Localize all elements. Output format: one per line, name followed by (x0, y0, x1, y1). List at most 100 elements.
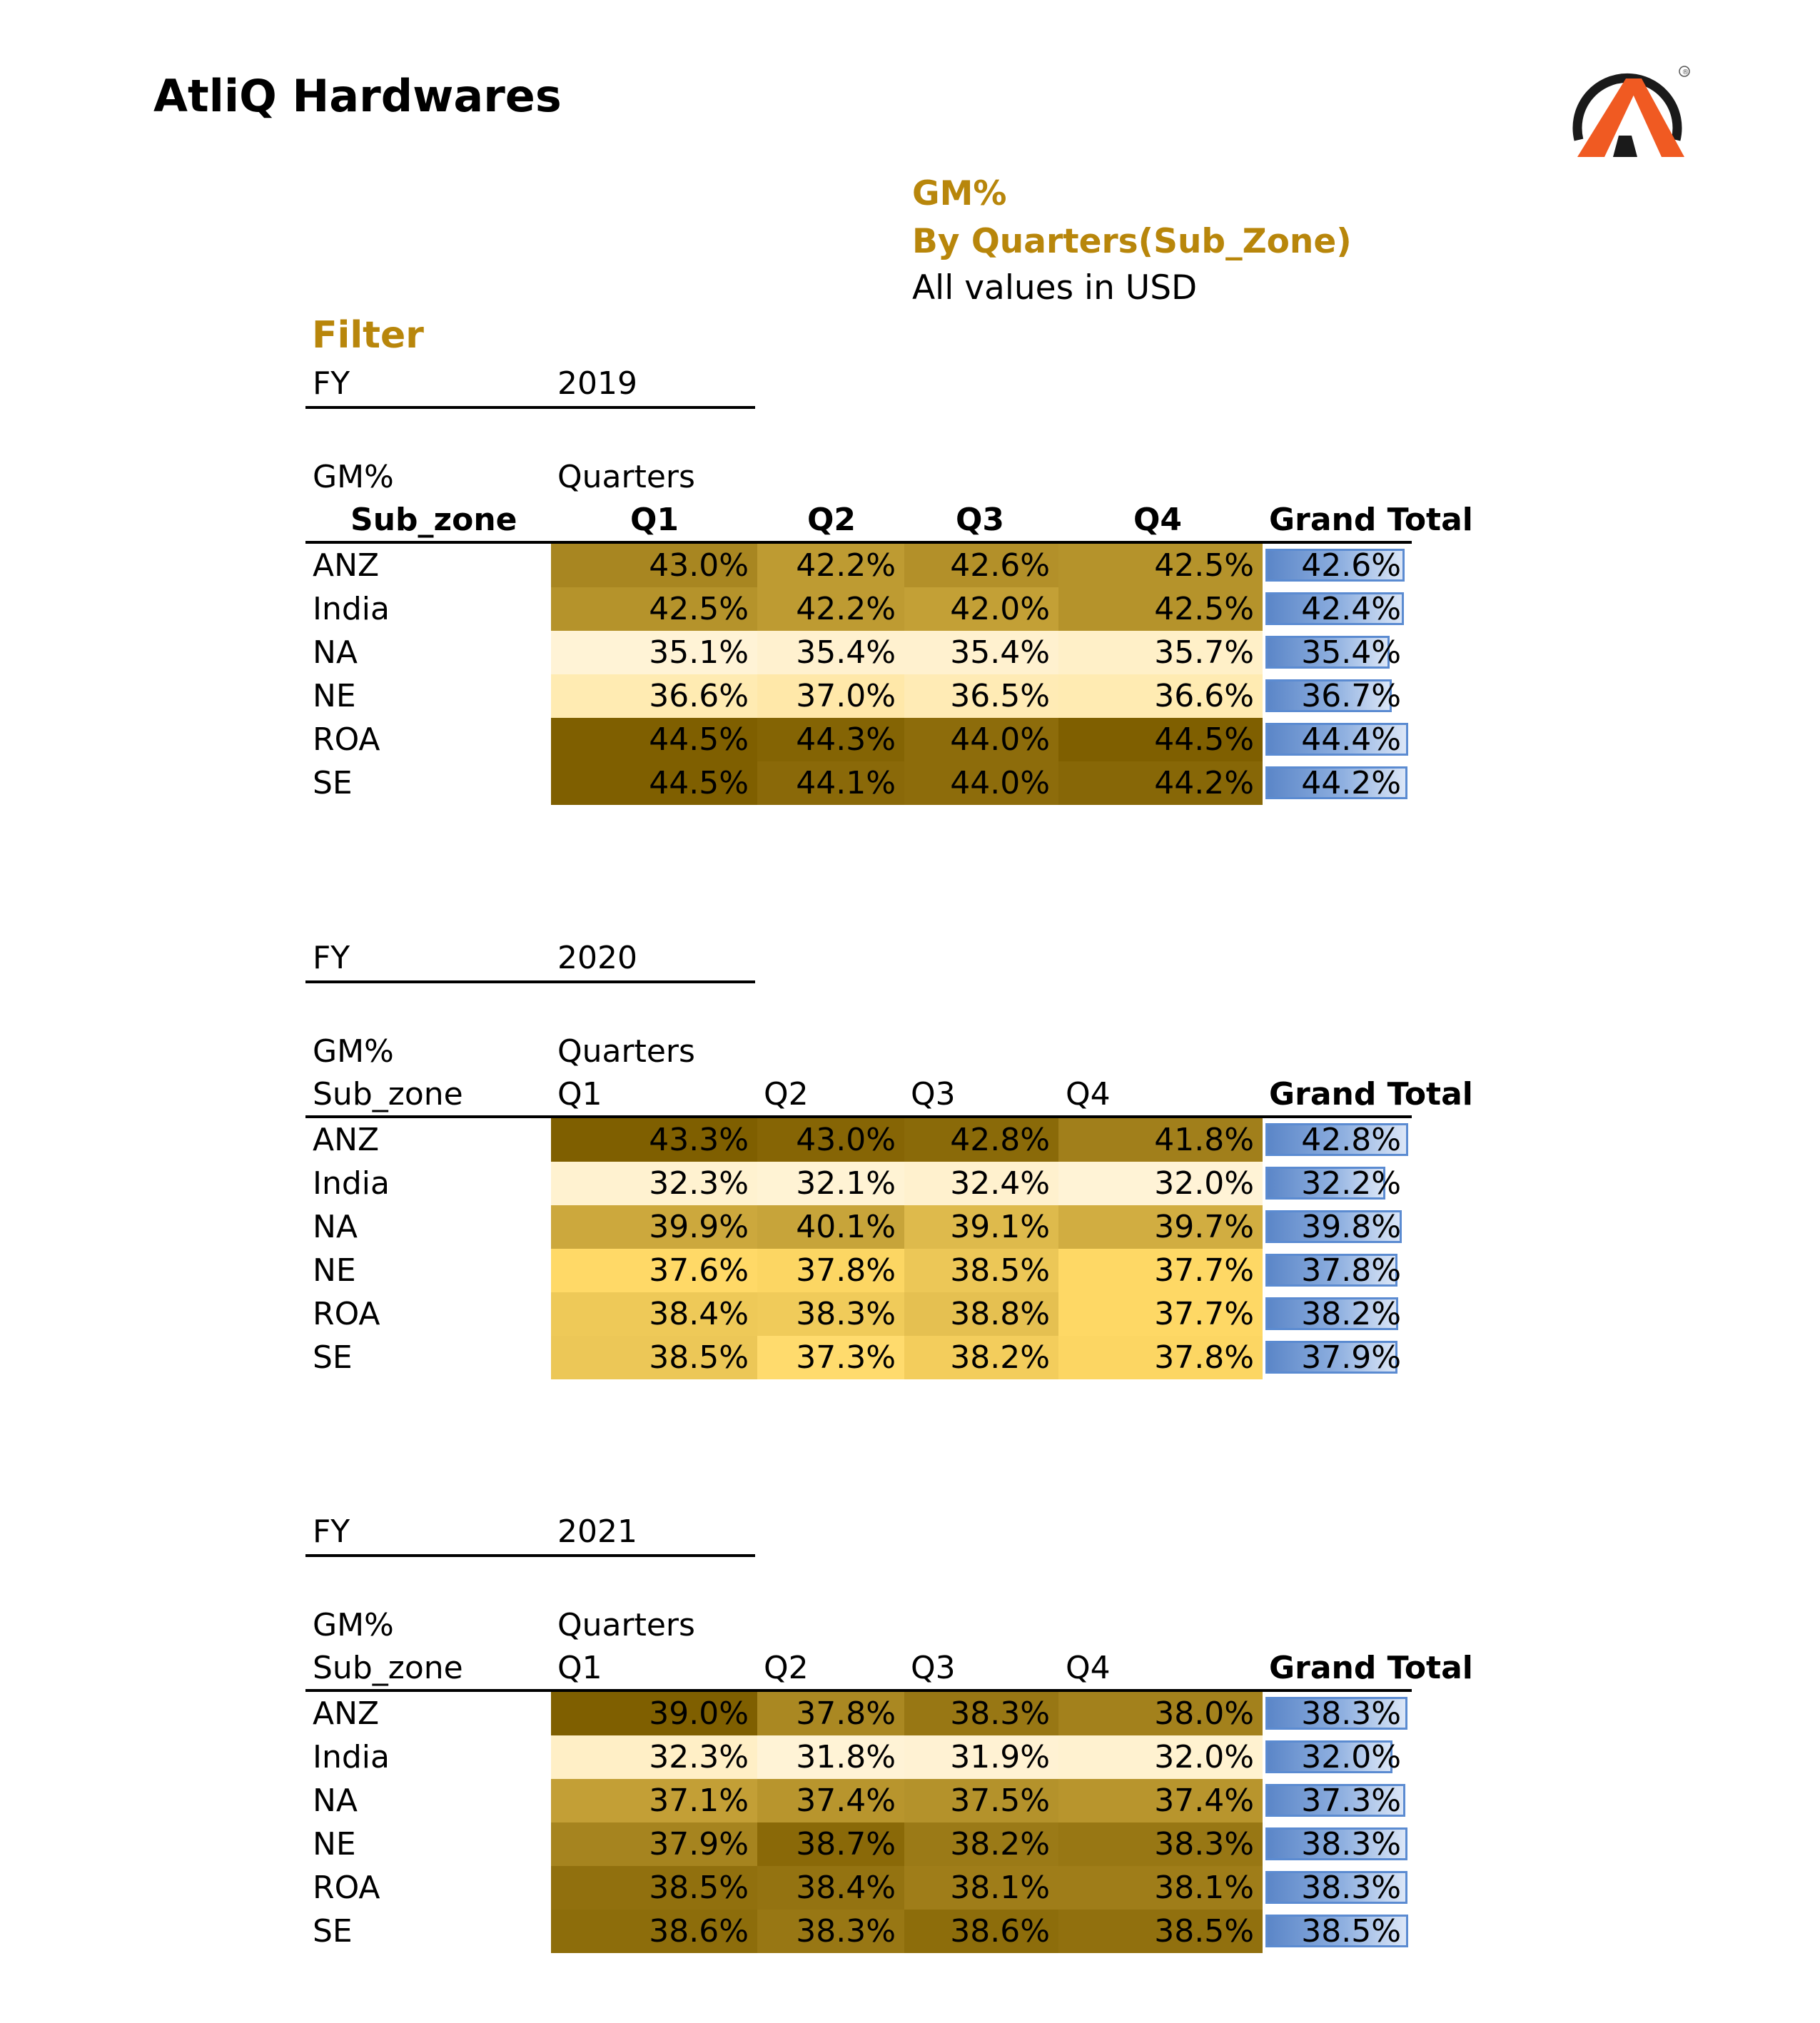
fy-value[interactable]: 2020 (557, 940, 637, 976)
grand-total-databar (1265, 679, 1392, 712)
measure-label: GM% (313, 1033, 394, 1070)
gm-cell-q1: 38.5% (551, 1336, 757, 1379)
gm-cell-q2: 38.3% (757, 1910, 904, 1953)
pivot-column-header: Sub_zone Q1 Q2 Q3 Q4 Grand Total (305, 498, 1473, 544)
grand-total-cell: 37.3% (1263, 1779, 1412, 1822)
gm-cell-q2: 37.4% (757, 1779, 904, 1822)
sub-zone-label: ROA (313, 1870, 380, 1906)
gm-cell-q1: 42.5% (551, 587, 757, 631)
table-row: NE 37.6% 37.8% 38.5% 37.7% 37.8% (305, 1249, 1456, 1292)
column-header-q3: Q3 (911, 1076, 956, 1112)
gm-cell-q3: 42.0% (904, 587, 1058, 631)
table-row: SE 44.5% 44.1% 44.0% 44.2% 44.2% (305, 761, 1456, 805)
table-row: ROA 44.5% 44.3% 44.0% 44.5% 44.4% (305, 718, 1456, 761)
gm-cell-q2: 40.1% (757, 1205, 904, 1249)
gm-cell-q4: 38.3% (1058, 1822, 1263, 1866)
gm-cell-q4: 44.5% (1058, 718, 1263, 761)
company-name: AtliQ Hardwares (153, 70, 562, 122)
column-header-q4: Q4 (1066, 1650, 1111, 1686)
sub-zone-label: NA (313, 634, 358, 671)
gm-cell-q2: 42.2% (757, 587, 904, 631)
gm-cell-q2: 32.1% (757, 1162, 904, 1205)
grand-total-databar (1265, 1871, 1407, 1904)
table-row: SE 38.5% 37.3% 38.2% 37.8% 37.9% (305, 1336, 1456, 1379)
grand-total-databar (1265, 1123, 1408, 1156)
row-field-label[interactable]: Sub_zone (313, 1650, 463, 1686)
fy-label: FY (313, 365, 350, 402)
grand-total-cell: 38.3% (1263, 1866, 1412, 1910)
fy-filter-row: FY 2019 (305, 359, 755, 409)
sub-zone-label: ROA (313, 721, 380, 758)
gm-cell-q3: 42.6% (904, 544, 1058, 587)
fy-value[interactable]: 2021 (557, 1514, 637, 1550)
fy-block-2020: FY 2020 GM% Quarters Sub_zone Q1 Q2 Q3 Q4 Grand T… (305, 933, 1473, 1379)
column-field-label[interactable]: Quarters (557, 459, 695, 495)
grand-total-header: Grand Total (1269, 1076, 1473, 1112)
grand-total-databar (1265, 766, 1407, 799)
gm-cell-q4: 38.5% (1058, 1910, 1263, 1953)
gm-cell-q1: 32.3% (551, 1735, 757, 1779)
table-row: India 42.5% 42.2% 42.0% 42.5% 42.4% (305, 587, 1456, 631)
column-header-q1: Q1 (630, 502, 679, 538)
fy-block-2019: FY 2019 GM% Quarters Sub_zone Q1 Q2 Q3 Q4 Grand T… (305, 359, 1473, 805)
grand-total-cell: 38.3% (1263, 1692, 1412, 1735)
table-row: ROA 38.5% 38.4% 38.1% 38.1% 38.3% (305, 1866, 1456, 1910)
gm-cell-q2: 38.4% (757, 1866, 904, 1910)
grand-total-value: 37.8% (1301, 1252, 1401, 1289)
fy-filter-row: FY 2020 (305, 933, 755, 983)
sub-zone-label: ANZ (313, 1695, 380, 1732)
gm-cell-q4: 42.5% (1058, 587, 1263, 631)
gm-cell-q4: 32.0% (1058, 1735, 1263, 1779)
grand-total-databar (1265, 1740, 1392, 1773)
gm-cell-q1: 44.5% (551, 761, 757, 805)
gm-cell-q3: 37.5% (904, 1779, 1058, 1822)
gm-cell-q2: 37.3% (757, 1336, 904, 1379)
table-row: ANZ 39.0% 37.8% 38.3% 38.0% 38.3% (305, 1692, 1456, 1735)
pivot-column-header: Sub_zone Q1 Q2 Q3 Q4 Grand Total (305, 1646, 1473, 1692)
gm-cell-q4: 41.8% (1058, 1118, 1263, 1162)
report-title-measure: GM% (912, 174, 1007, 213)
registered-mark: ® (1682, 69, 1689, 76)
gm-cell-q4: 37.4% (1058, 1779, 1263, 1822)
grand-total-cell: 42.6% (1263, 544, 1412, 587)
table-row: ROA 38.4% 38.3% 38.8% 37.7% 38.2% (305, 1292, 1456, 1336)
table-row: NA 37.1% 37.4% 37.5% 37.4% 37.3% (305, 1779, 1456, 1822)
column-field-label[interactable]: Quarters (557, 1033, 695, 1070)
table-row: NA 39.9% 40.1% 39.1% 39.7% 39.8% (305, 1205, 1456, 1249)
grand-total-cell: 37.8% (1263, 1249, 1412, 1292)
column-header-q4: Q4 (1066, 1076, 1111, 1112)
gm-cell-q3: 32.4% (904, 1162, 1058, 1205)
gm-cell-q4: 39.7% (1058, 1205, 1263, 1249)
sub-zone-label: SE (313, 765, 353, 801)
gm-cell-q1: 39.9% (551, 1205, 757, 1249)
grand-total-databar (1265, 549, 1405, 582)
gm-cell-q3: 38.5% (904, 1249, 1058, 1292)
gm-cell-q4: 36.6% (1058, 674, 1263, 718)
grand-total-value: 36.7% (1301, 678, 1401, 714)
grand-total-databar (1265, 1827, 1407, 1860)
grand-total-cell: 35.4% (1263, 631, 1412, 674)
grand-total-value: 42.8% (1301, 1122, 1401, 1158)
gm-cell-q2: 44.1% (757, 761, 904, 805)
row-field-label[interactable]: Sub_zone (350, 502, 517, 538)
column-header-q2: Q2 (764, 1650, 809, 1686)
pivot-column-header: Sub_zone Q1 Q2 Q3 Q4 Grand Total (305, 1073, 1473, 1118)
fy-value[interactable]: 2019 (557, 365, 637, 402)
gm-cell-q1: 37.9% (551, 1822, 757, 1866)
column-field-label[interactable]: Quarters (557, 1607, 695, 1643)
row-field-label[interactable]: Sub_zone (313, 1076, 463, 1112)
grand-total-value: 38.3% (1301, 1870, 1401, 1906)
gm-cell-q3: 38.2% (904, 1336, 1058, 1379)
report-title: GM% By Quarters(Sub_Zone) All values in … (912, 170, 1352, 311)
grand-total-databar (1265, 592, 1404, 625)
pivot-table: GM% Quarters Sub_zone Q1 Q2 Q3 Q4 Grand Total AN… (305, 1028, 1473, 1379)
gm-cell-q1: 39.0% (551, 1692, 757, 1735)
grand-total-value: 42.4% (1301, 591, 1401, 627)
gm-cell-q1: 32.3% (551, 1162, 757, 1205)
gm-cell-q1: 43.3% (551, 1118, 757, 1162)
gm-cell-q2: 38.3% (757, 1292, 904, 1336)
gm-cell-q1: 38.4% (551, 1292, 757, 1336)
gm-cell-q4: 44.2% (1058, 761, 1263, 805)
grand-total-value: 32.0% (1301, 1739, 1401, 1775)
grand-total-value: 35.4% (1301, 634, 1401, 671)
